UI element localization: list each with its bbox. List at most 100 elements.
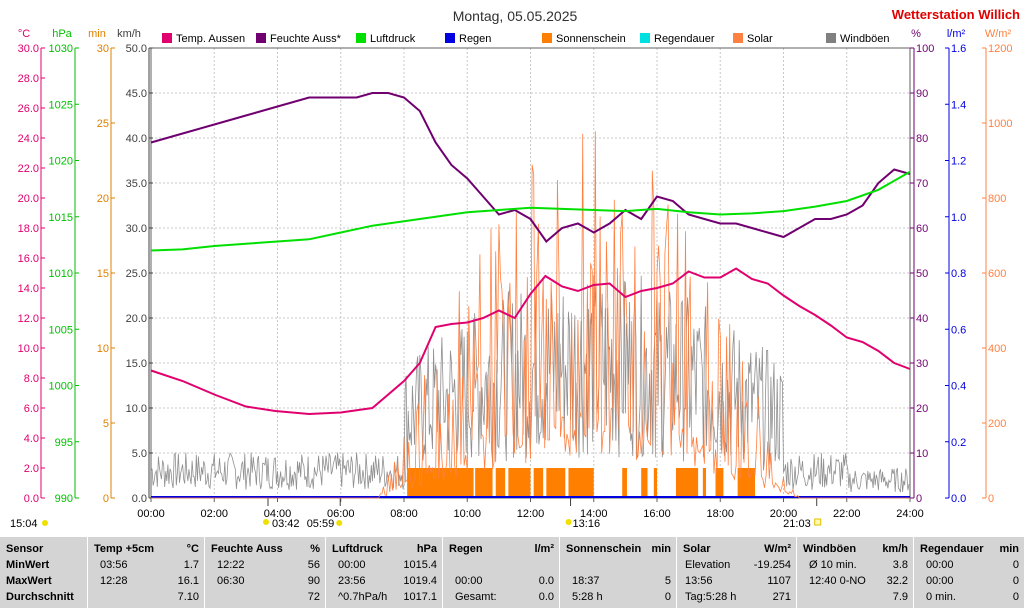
axis-tick-label-rain: 1.2 [951,156,966,168]
stats-header-unit: % [310,543,320,555]
stats-value: 7.10 [177,591,199,603]
x-tick-label: 06:00 [327,508,355,520]
stats-label: 03:56 [100,559,128,571]
stats-value: 0.0 [538,575,554,587]
sunshine-bar [715,468,724,497]
stats-label: 06:30 [217,575,245,587]
axis-tick-label-rain: 0.6 [951,324,966,336]
stats-label: 18:37 [572,575,600,587]
stats-label: 23:56 [338,575,366,587]
stats-value: 32.2 [886,575,908,587]
stats-header: Regendauer [920,543,984,555]
legend-swatch [162,33,172,43]
axis-tick-label-rain: 1.0 [951,212,966,224]
stats-value: 1015.4 [403,559,437,571]
sunset-icon [814,518,822,526]
x-tick-label: 00:00 [137,508,165,520]
axis-tick-label-temp: 16.0 [18,253,39,265]
moonpeak-label: 13:16 [573,518,601,530]
stats-header: Luftdruck [332,543,383,555]
stats-header: Sonnenschein [566,543,642,555]
axis-tick-label-humidity: 10 [916,448,928,460]
axis-tick-label-temp: 30.0 [18,43,39,55]
legend-swatch [826,33,836,43]
axis-tick-label-pressure: 1010 [49,268,73,280]
stats-header: Feuchte Auss [211,543,283,555]
stats-label: 12:22 [217,559,245,571]
sunshine-bar [675,468,699,497]
axis-tick-label-solar: 400 [988,343,1006,355]
axis-unit-temp: °C [18,28,30,40]
sunshine-bar [495,468,506,497]
axis-tick-label-temp: 18.0 [18,223,39,235]
stats-label: 00:00 [455,575,483,587]
series-line-feuchte-auss- [150,92,911,243]
axis-tick-label-temp: 4.0 [24,433,39,445]
axis-tick-label-sunshine: 30 [97,43,109,55]
axis-tick-label-temp: 14.0 [18,283,39,295]
axis-tick-label-temp: 20.0 [18,193,39,205]
axis-tick-label-rain: 1.4 [951,99,966,111]
legend-swatch [733,33,743,43]
sunshine-bar [568,468,594,497]
axis-tick-label-temp: 22.0 [18,163,39,175]
axis-tick-label-wind: 40.0 [126,133,147,145]
stats-value: 0.0 [538,591,554,603]
legend-label: Solar [747,33,773,45]
stats-value: 56 [307,559,320,571]
axis-unit-wind: km/h [117,28,141,40]
x-tick-label: 08:00 [390,508,418,520]
x-tick-label: 16:00 [643,508,671,520]
axis-tick-label-pressure: 1005 [49,324,73,336]
axis-tick-label-temp: 8.0 [24,373,39,385]
moonrise-icon [263,519,270,525]
stats-value: 1107 [767,575,791,587]
x-tick-label: 04:00 [264,508,292,520]
sunshine-bar [407,468,474,497]
moonrise-label: 03:42 [272,518,300,530]
stats-value: 0 [1012,559,1019,571]
axis-tick-label-wind: 15.0 [126,358,147,370]
stats-value: 72 [307,591,320,603]
stats-label: 00:00 [926,575,954,587]
axis-tick-label-temp: 28.0 [18,73,39,85]
series-line-temp-aussen [150,267,911,416]
sunshine-bar [653,468,657,497]
statistics-table: Sensor MinWert MaxWert Durchschnitt Temp +5c… [0,537,1024,608]
axes: 0.0 2.0 4.0 6.0 8.0 10.0 12.0 14.0 16.0 18.0 20.0 2… [10,28,1012,530]
series-lines [150,92,911,499]
stats-value: -19.254 [753,559,791,571]
moonpeak-icon [565,519,572,525]
stats-label: 00:00 [926,559,954,571]
axis-tick-label-humidity: 100 [916,43,934,55]
now-label: 15:04 [10,518,38,530]
axis-tick-label-rain: 0.0 [951,493,966,505]
axis-tick-label-solar: 600 [988,268,1006,280]
stats-column: Feuchte Auss% 12:22 56 06:30 90 72 [204,537,326,608]
stats-header-unit: min [651,543,671,555]
axis-tick-label-rain: 0.4 [951,381,966,393]
legend-label: Regen [459,33,491,45]
axis-tick-label-solar: 1000 [988,118,1012,130]
brand-label: Wetterstation Willich [892,7,1020,22]
x-tick-label: 18:00 [706,508,734,520]
axis-tick-label-humidity: 40 [916,313,928,325]
stats-value: 3.8 [892,559,908,571]
axis-tick-label-solar: 0 [988,493,994,505]
stats-row-label: MaxWert [6,575,52,587]
chart-title: Montag, 05.05.2025 [453,8,578,24]
axis-tick-label-solar: 200 [988,418,1006,430]
sunshine-bars [407,468,756,497]
sunset-label: 21:03 [783,518,811,530]
axis-tick-label-humidity: 0 [916,493,922,505]
stats-column: Regen l/m² 00:00 0.0 Gesamt: 0.0 [442,537,560,608]
axis-tick-label-temp: 6.0 [24,403,39,415]
axis-tick-label-temp: 0.0 [24,493,39,505]
stats-row-label: MinWert [6,559,50,571]
x-tick-label: 12:00 [517,508,545,520]
sunshine-bar [737,468,756,497]
axis-tick-label-rain: 0.2 [951,437,966,449]
x-tick-label: 24:00 [896,508,924,520]
stats-label: Gesamt: [455,591,497,603]
axis-unit-humidity: % [911,28,921,40]
